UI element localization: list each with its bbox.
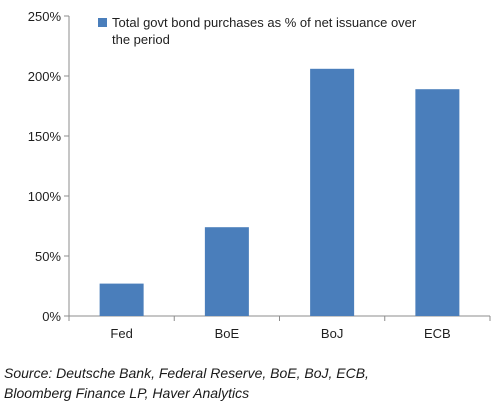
x-axis: Fed BoE BoJ ECB bbox=[68, 315, 491, 341]
bar-boj bbox=[310, 68, 355, 316]
bar-fed bbox=[99, 283, 144, 316]
y-tick-label: 150% bbox=[28, 129, 62, 144]
legend-label-line2: the period bbox=[112, 32, 170, 47]
legend-label-line1: Total govt bond purchases as % of net is… bbox=[112, 15, 417, 30]
bar-chart: 0% 50% 100% 150% 200% 250% Fed BoE BoJ ECB Total… bbox=[28, 9, 491, 341]
y-tick-label: 0% bbox=[42, 309, 61, 324]
x-category-label: ECB bbox=[424, 326, 451, 341]
x-category-label: BoJ bbox=[321, 326, 343, 341]
bars bbox=[99, 68, 460, 316]
x-category-label: Fed bbox=[110, 326, 132, 341]
x-category-label: BoE bbox=[215, 326, 240, 341]
source-line-2: Bloomberg Finance LP, Haver Analytics bbox=[4, 385, 250, 401]
source-line-1: Source: Deutsche Bank, Federal Reserve, … bbox=[4, 365, 369, 381]
y-tick-label: 50% bbox=[35, 249, 61, 264]
legend-swatch bbox=[98, 18, 107, 27]
bar-boe bbox=[204, 227, 249, 316]
source-note: Source: Deutsche Bank, Federal Reserve, … bbox=[4, 363, 492, 403]
legend: Total govt bond purchases as % of net is… bbox=[98, 15, 417, 47]
y-tick-label: 250% bbox=[28, 9, 62, 24]
y-tick-label: 100% bbox=[28, 189, 62, 204]
y-axis: 0% 50% 100% 150% 200% 250% bbox=[28, 9, 70, 324]
bar-ecb bbox=[415, 89, 460, 316]
y-tick-label: 200% bbox=[28, 69, 62, 84]
